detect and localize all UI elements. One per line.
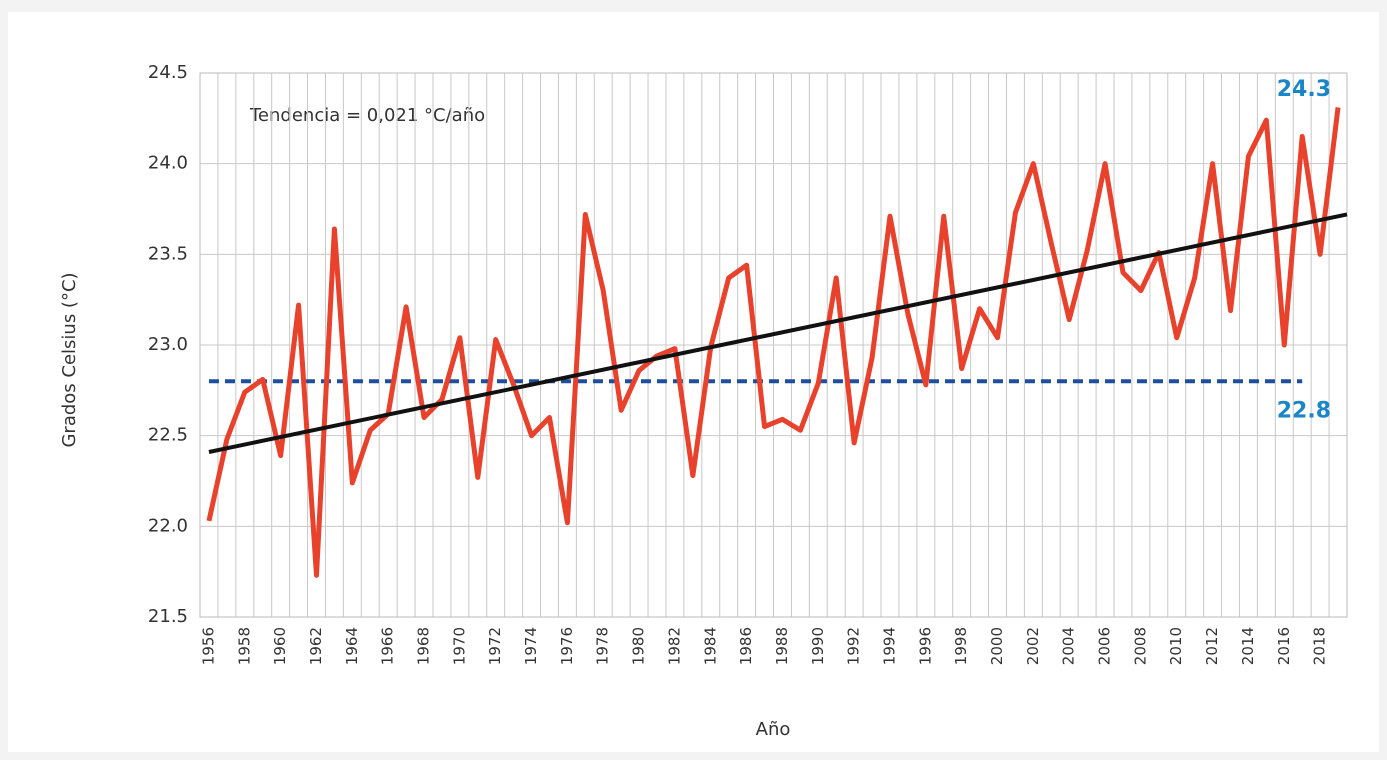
x-tick-label: 1956 (199, 627, 217, 665)
y-tick-label: 24.0 (148, 153, 188, 174)
y-tick-label: 22.5 (148, 425, 188, 446)
annotation: Tendencia = 0,021 °C/año (249, 105, 485, 126)
x-tick-label: 1982 (665, 627, 683, 665)
x-tick-label: 1994 (880, 627, 898, 665)
x-tick-label: 1996 (916, 627, 934, 665)
x-tick-label: 1974 (522, 627, 540, 665)
y-axis-label: Grados Celsius (°C) (59, 272, 80, 447)
x-tick-label: 1992 (845, 627, 863, 665)
x-tick-label: 1968 (415, 627, 433, 665)
y-tick-label: 24.5 (148, 62, 188, 83)
x-tick-label: 1962 (307, 627, 325, 665)
x-tick-label: 2004 (1060, 627, 1078, 665)
mean-label: 22.8 (1277, 398, 1331, 423)
x-tick-label: 1972 (486, 627, 504, 665)
x-tick-label: 1976 (558, 627, 576, 665)
x-tick-label: 1980 (630, 627, 648, 665)
y-tick-label: 22.0 (148, 515, 188, 536)
x-tick-label: 1960 (271, 627, 289, 665)
x-tick-label: 2000 (988, 627, 1006, 665)
x-tick-label: 1984 (701, 627, 719, 665)
x-tick-label: 1986 (737, 627, 755, 665)
x-tick-label: 2016 (1275, 627, 1293, 665)
plot-border (199, 72, 1348, 618)
x-tick-label: 1988 (773, 627, 791, 665)
y-tick-label: 23.5 (148, 243, 188, 264)
x-tick-label: 1966 (379, 627, 397, 665)
x-tick-label: 1990 (809, 627, 827, 665)
x-tick-label: 2018 (1311, 627, 1329, 665)
x-tick-label: 2008 (1131, 627, 1149, 665)
data-line (206, 107, 1341, 578)
y-tick-label: 23.0 (148, 334, 188, 355)
x-tick-label: 2006 (1096, 627, 1114, 665)
trend-line (208, 212, 1348, 454)
x-tick-label: 1958 (235, 627, 253, 665)
x-tick-label: 1964 (343, 627, 361, 665)
x-tick-label: 1998 (952, 627, 970, 665)
x-tick-label: 2010 (1167, 627, 1185, 665)
x-axis-label: Año (756, 719, 791, 740)
x-tick-label: 1978 (594, 627, 612, 665)
x-tick-label: 2002 (1024, 627, 1042, 665)
last-value-label: 24.3 (1277, 77, 1331, 102)
x-tick-label: 2012 (1203, 627, 1221, 665)
x-tick-label: 1970 (450, 627, 468, 665)
x-tick-label: 2014 (1239, 627, 1257, 665)
y-tick-label: 21.5 (148, 606, 188, 627)
